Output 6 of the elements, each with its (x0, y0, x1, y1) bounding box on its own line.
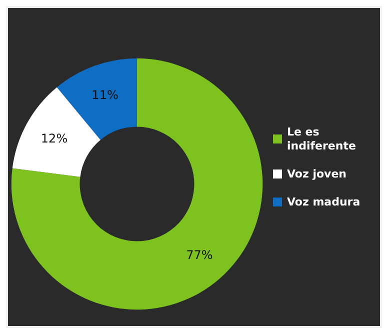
legend-label: Voz madura (287, 196, 360, 208)
data-label: 11% (92, 88, 118, 102)
legend-label: Le es indiferente (287, 126, 356, 152)
data-label: 77% (186, 248, 213, 262)
legend-label: Voz joven (287, 168, 346, 180)
data-label: 12% (40, 132, 68, 146)
